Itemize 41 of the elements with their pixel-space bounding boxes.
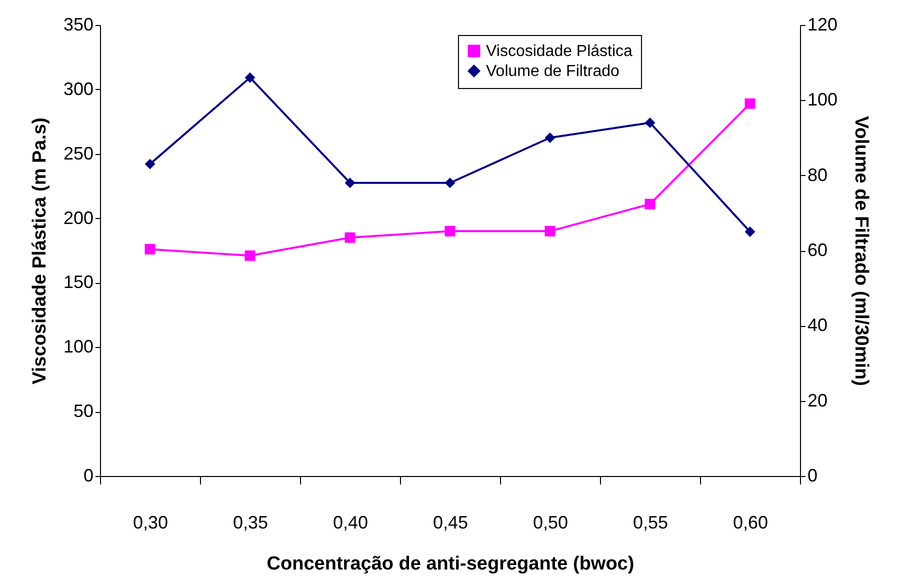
y-tick-label: 150 (63, 272, 94, 292)
point (144, 244, 156, 254)
point (244, 250, 256, 261)
y2-axis-title: Volume de Filtrado (ml/30min) (850, 116, 872, 386)
y2-tick-label: 120 (808, 14, 838, 34)
y2-tick-label: 40 (808, 315, 828, 336)
point (644, 198, 656, 210)
legend-label: Volume de Filtrado (486, 63, 620, 80)
x-tick-label: 0,35 (232, 512, 268, 532)
y-tick-label: 250 (63, 143, 94, 164)
point (744, 98, 756, 109)
point (144, 158, 156, 170)
point (444, 178, 456, 188)
y-tick-label: 100 (63, 336, 94, 357)
y2-tick-label: 80 (808, 164, 828, 185)
x-tick-label: 0,55 (632, 512, 668, 532)
point (444, 226, 456, 236)
y2-tick-label: 60 (808, 240, 828, 260)
point (544, 132, 556, 143)
point (344, 232, 356, 243)
y-tick-label: 200 (63, 208, 94, 228)
y-tick-label: 350 (63, 14, 94, 34)
legend-label: Viscosidade Plástica (486, 43, 633, 60)
y2-tick-label: 0 (808, 466, 818, 486)
y2-tick-label: 20 (808, 390, 828, 410)
y-tick-label: 0 (83, 466, 94, 486)
y-tick-label: 50 (73, 401, 94, 422)
x-axis-title: Concentração de anti-segregante (bwoc) (266, 554, 634, 574)
x-tick-label: 0,60 (732, 512, 768, 532)
y2-tick-label: 100 (808, 90, 838, 110)
x-tick-label: 0,30 (132, 512, 168, 532)
x-tick-label: 0,45 (432, 512, 468, 532)
point (644, 117, 656, 128)
y-tick-label: 300 (63, 78, 94, 99)
point (544, 226, 556, 236)
point (744, 226, 756, 237)
x-tick-label: 0,40 (332, 512, 368, 532)
x-tick-label: 0,50 (532, 512, 568, 532)
point (244, 72, 256, 83)
point (344, 178, 356, 188)
y-axis-title: Viscosidade Plástica (m Pa.s) (29, 118, 50, 384)
